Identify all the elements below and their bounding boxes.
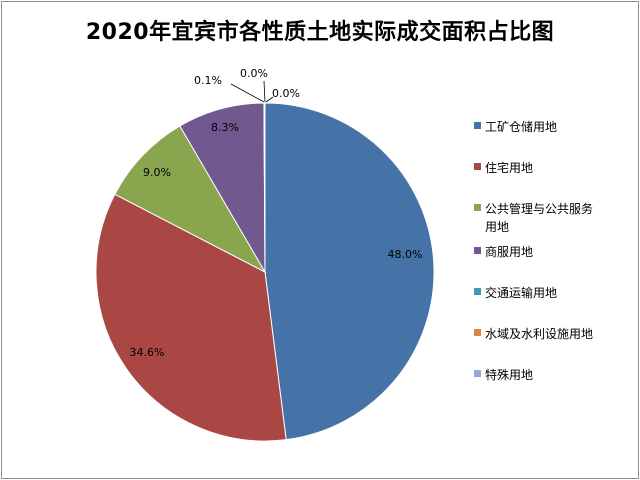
slice-4: [263, 102, 266, 273]
legend-label: 水域及水利设施用地: [485, 327, 594, 341]
legend-item-6: 特殊用地: [474, 366, 603, 384]
legend-swatch: [474, 122, 481, 129]
legend-label: 交通运输用地: [485, 286, 558, 300]
legend-item-0: 工矿仓储用地: [474, 118, 603, 136]
slice-3-data-label: 8.3%: [211, 121, 239, 134]
legend-swatch: [474, 163, 481, 170]
slice-1: [95, 193, 287, 442]
slice-0-data-label: 48.0%: [388, 248, 423, 261]
legend-label: 商服用地: [485, 245, 534, 259]
legend-swatch: [474, 370, 481, 377]
legend-item-2: 公共管理与公共服务用地: [474, 200, 603, 236]
legend-item-3: 商服用地: [474, 243, 603, 261]
legend-swatch: [474, 247, 481, 254]
legend-item-1: 住宅用地: [474, 159, 603, 177]
legend-swatch: [474, 329, 481, 336]
slice-6-leader-line: [265, 96, 274, 103]
legend-swatch: [474, 204, 481, 211]
legend-label: 工矿仓储用地: [485, 120, 558, 134]
legend-swatch: [474, 288, 481, 295]
slice-5-data-label: 0.0%: [240, 67, 268, 80]
legend-item-5: 水域及水利设施用地: [474, 325, 603, 343]
slice-6-data-label: 0.0%: [272, 87, 300, 100]
legend-label: 住宅用地: [485, 161, 534, 175]
slice-5-leader-line: [263, 80, 266, 103]
slice-0: [264, 102, 435, 441]
chart-title: 2020年宜宾市各性质土地实际成交面积占比图: [85, 20, 555, 45]
slice-3: [179, 102, 266, 274]
legend-label: 特殊用地: [485, 368, 534, 382]
legend-label: 公共管理与公共服务用地: [485, 202, 594, 234]
slice-4-leader-line: [230, 83, 265, 103]
legend-item-4: 交通运输用地: [474, 284, 603, 302]
slice-2: [114, 125, 267, 274]
slice-2-data-label: 9.0%: [143, 166, 171, 179]
slice-4-data-label: 0.1%: [194, 74, 222, 87]
slice-1-data-label: 34.6%: [130, 346, 165, 359]
